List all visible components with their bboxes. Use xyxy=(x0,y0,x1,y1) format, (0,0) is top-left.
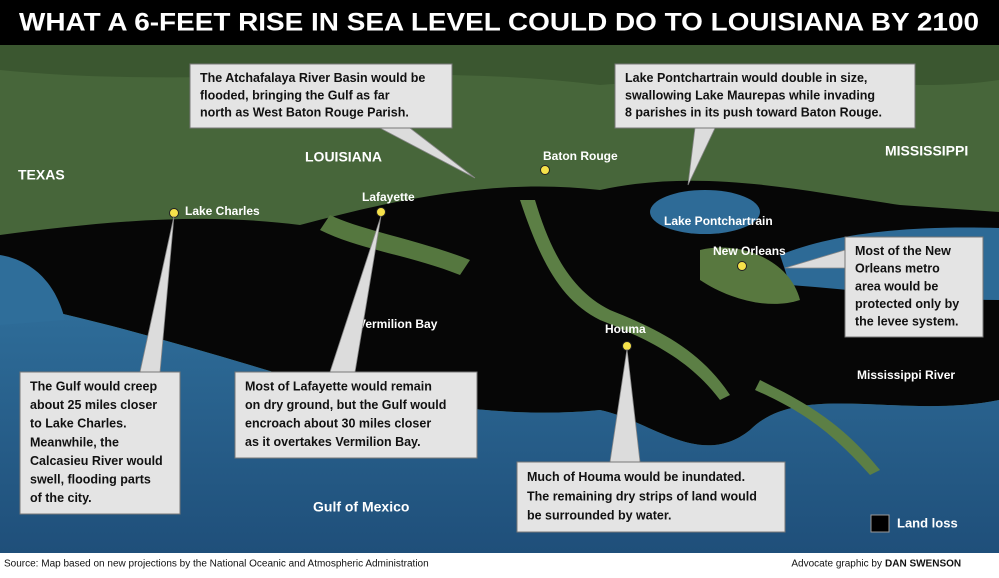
callout-text: as it overtakes Vermilion Bay. xyxy=(245,435,421,449)
callout-text: be surrounded by water. xyxy=(527,509,671,523)
author: DAN SWENSON xyxy=(885,559,961,570)
place-label: New Orleans xyxy=(713,244,786,258)
legend-swatch xyxy=(870,514,890,533)
callout-text: about 25 miles closer xyxy=(30,398,157,412)
credit: Advocate graphic by xyxy=(791,559,882,570)
land-strip xyxy=(520,200,730,400)
callout-text: the levee system. xyxy=(855,314,959,328)
callout-text: protected only by xyxy=(855,297,959,311)
place-label: Gulf of Mexico xyxy=(313,499,409,515)
callout-text: swallowing Lake Maurepas while invading xyxy=(625,88,875,102)
callout-text: flooded, bringing the Gulf as far xyxy=(200,88,390,102)
place-label: MISSISSIPPI xyxy=(885,143,968,159)
place-label: Baton Rouge xyxy=(543,149,618,163)
place-label: TEXAS xyxy=(18,167,65,183)
callout-text: swell, flooding parts xyxy=(30,472,151,486)
place-label: Lake Charles xyxy=(185,204,260,218)
lake xyxy=(650,190,760,234)
place-label: Houma xyxy=(605,322,646,336)
city-marker xyxy=(737,261,747,271)
place-label: LOUISIANA xyxy=(305,149,382,165)
delta xyxy=(755,380,880,475)
callout-text: area would be xyxy=(855,279,938,293)
place-label: Vermilion Bay xyxy=(358,317,438,331)
callout-box xyxy=(234,371,478,459)
map-layer: TEXAS LOUISIANA MISSISSIPPI Baton Rouge Lake… xyxy=(18,63,984,533)
legend-label: Land loss xyxy=(897,515,958,530)
callout-text: The Gulf would creep xyxy=(30,380,157,394)
callout-text: of the city. xyxy=(30,491,92,505)
land-strip xyxy=(320,215,470,275)
callout-text: Most of the New xyxy=(855,244,951,258)
land-strip xyxy=(700,247,800,304)
source: Source: Map based on new projections by … xyxy=(4,559,429,570)
callout-text: on dry ground, but the Gulf would xyxy=(245,398,446,412)
callout-text: encroach about 30 miles closer xyxy=(245,417,431,431)
callout-box xyxy=(614,63,916,129)
capital-marker xyxy=(540,165,550,175)
place-label: Lake Pontchartrain xyxy=(664,214,773,228)
title: WHAT A 6-FEET RISE IN SEA LEVEL COULD DO… xyxy=(19,9,979,37)
city-marker xyxy=(376,207,386,217)
callout-text: Lake Pontchartrain would double in size, xyxy=(625,71,867,85)
title-bar xyxy=(0,0,999,45)
callout-text: The Atchafalaya River Basin would be xyxy=(200,71,425,85)
callout-text: The remaining dry strips of land would xyxy=(527,489,757,503)
callout-text: Much of Houma would be inundated. xyxy=(527,470,745,484)
callout-text: 8 parishes in its push toward Baton Roug… xyxy=(625,106,882,120)
callout-text: Calcasieu River would xyxy=(30,454,163,468)
coast-water xyxy=(0,255,65,325)
place-label: Mississippi River xyxy=(857,368,955,382)
callout-box xyxy=(19,371,181,515)
callout-text: Meanwhile, the xyxy=(30,435,119,449)
callout-text: north as West Baton Rouge Parish. xyxy=(200,106,409,120)
callout-box xyxy=(189,63,453,129)
callout-text: Most of Lafayette would remain xyxy=(245,380,432,394)
land-loss-area xyxy=(0,180,999,446)
callout-text: Orleans metro xyxy=(855,262,940,276)
callout-box xyxy=(844,236,984,338)
callout-text: to Lake Charles. xyxy=(30,417,127,431)
callout-box xyxy=(516,461,786,533)
place-label: Lafayette xyxy=(362,190,415,204)
